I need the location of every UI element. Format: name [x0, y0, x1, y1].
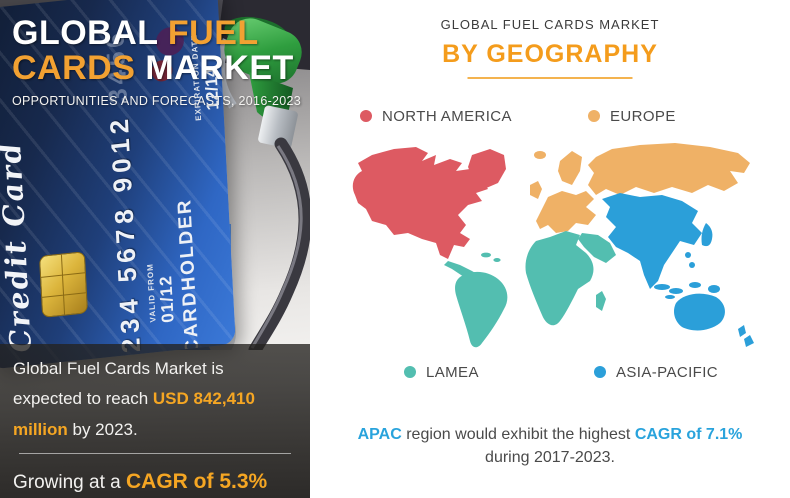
title-line-1: GLOBAL FUEL — [12, 16, 304, 51]
card-chip — [38, 251, 89, 318]
note-mid: region would exhibit the highest — [401, 426, 635, 443]
legend-asia-pacific: ASIA-PACIFIC — [594, 362, 718, 382]
legend-label: NORTH AMERICA — [382, 107, 512, 125]
map-region-caribbean — [481, 252, 491, 258]
pump-hose-highlight — [250, 145, 303, 349]
map-region-new-zealand — [744, 335, 754, 347]
divider — [19, 452, 291, 454]
map-region-greenland — [468, 149, 506, 189]
map-region-russia — [588, 143, 750, 195]
map-region-philippines — [689, 262, 695, 268]
legend-label: ASIA-PACIFIC — [616, 363, 719, 381]
title-cards: CARDS — [12, 48, 146, 87]
legend-lamea: LAMEA — [404, 362, 479, 382]
right-panel: GLOBAL FUEL CARDS MARKET BY GEOGRAPHY NO… — [310, 0, 790, 498]
growth-text: Growing at a CAGR of 5.3%(2017-2023) — [0, 454, 310, 498]
forecast-highlight: USD 842,410 million — [13, 389, 255, 439]
note-cagr: CAGR of 7.1% — [634, 426, 743, 443]
legend-north-america: NORTH AMERICA — [360, 106, 512, 126]
legend-label: LAMEA — [426, 363, 479, 381]
title-fuel: FUEL — [167, 14, 259, 52]
map-region-asia — [602, 193, 702, 289]
title-market: MARKET — [145, 48, 294, 87]
map-region-madagascar — [596, 291, 606, 311]
pump-hose — [248, 137, 310, 350]
map-region-iceland — [534, 151, 546, 159]
map-region-europe-mainland — [536, 191, 596, 233]
nozzle-collar — [258, 105, 298, 149]
apac-note: APAC region would exhibit the highest CA… — [310, 424, 790, 469]
legend-dot-lamea — [404, 366, 416, 378]
nozzle-handle — [224, 18, 302, 84]
map-region-middle-east — [578, 233, 616, 263]
subtitle: OPPORTUNITIES AND FORECASTS, 2016-2023 — [12, 94, 302, 109]
heading-underline — [467, 77, 633, 79]
legend-label: EUROPE — [610, 107, 676, 125]
map-region-caribbean — [493, 258, 501, 262]
map-region-united-kingdom — [530, 181, 542, 199]
legend-dot-europe — [588, 110, 600, 122]
title-block: GLOBAL FUEL CARDS MARKET OPPORTUNITIES A… — [12, 16, 304, 109]
legend-europe: EUROPE — [588, 106, 676, 126]
map-region-indonesia — [689, 282, 701, 288]
map-region-scandinavia — [558, 151, 582, 185]
note-period: during 2017-2023. — [485, 448, 615, 466]
note-apac: APAC — [357, 426, 402, 443]
map-region-australia — [674, 293, 725, 331]
right-eyebrow: GLOBAL FUEL CARDS MARKET — [440, 17, 660, 32]
growth-highlight: CAGR of 5.3% — [126, 469, 268, 493]
legend-dot-asia-pacific — [594, 366, 606, 378]
map-region-new-zealand — [738, 325, 746, 337]
map-region-south-america — [455, 271, 508, 348]
map-region-indonesia — [654, 284, 670, 290]
forecast-post: by 2023. — [67, 419, 138, 439]
map-region-new-guinea — [708, 285, 720, 293]
geography-heading: BY GEOGRAPHY — [442, 40, 658, 68]
left-panel: Credit Card 3456 234 5678 9012 VALID FRO… — [0, 0, 310, 498]
growth-pre: Growing at a — [13, 471, 126, 493]
map-region-japan — [701, 223, 713, 247]
map-region-africa — [525, 231, 594, 326]
card-number: 234 5678 9012 — [103, 112, 147, 355]
map-region-north-america — [352, 147, 488, 259]
title-line-2: CARDS MARKET — [12, 48, 304, 87]
map-region-indonesia — [665, 295, 675, 299]
legend-dot-north-america — [360, 110, 372, 122]
bottom-overlay: Global Fuel Cards Market is expected to … — [0, 344, 310, 498]
forecast-text: Global Fuel Cards Market is expected to … — [0, 344, 310, 445]
forecast-pre: Global Fuel Cards Market is expected to … — [13, 359, 224, 409]
map-region-indonesia — [669, 288, 683, 294]
world-map — [352, 143, 754, 348]
map-region-philippines — [685, 252, 691, 258]
title-global: GLOBAL — [12, 14, 168, 52]
